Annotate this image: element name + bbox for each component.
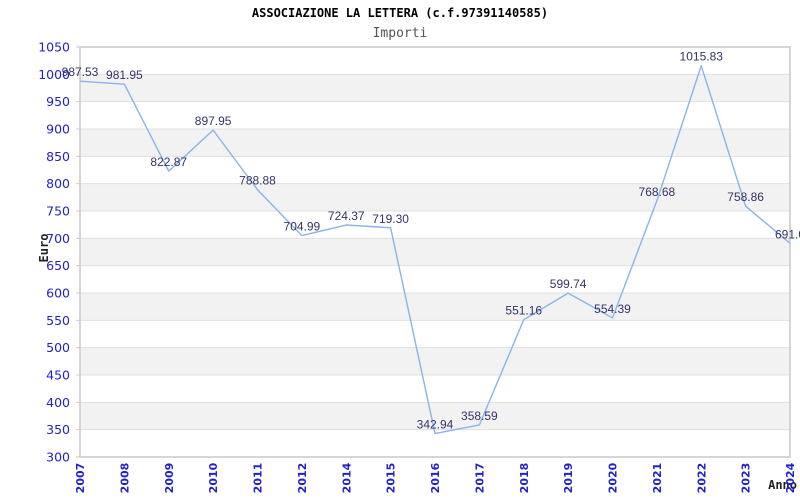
y-tick-label: 700 bbox=[46, 231, 70, 246]
y-tick-label: 750 bbox=[46, 204, 70, 219]
data-point-label: 719.30 bbox=[372, 212, 409, 226]
y-tick-label: 500 bbox=[46, 340, 70, 355]
data-point-label: 897.95 bbox=[195, 114, 232, 128]
x-axis-title: Anno bbox=[768, 478, 797, 492]
series-line bbox=[79, 64, 791, 435]
y-tick-label: 600 bbox=[46, 286, 70, 301]
data-point-label: 981.95 bbox=[106, 68, 143, 82]
x-tick-label: 2019 bbox=[562, 463, 575, 494]
x-tick-label: 2014 bbox=[340, 462, 353, 493]
data-point-label: 704.99 bbox=[284, 220, 321, 234]
plot-band bbox=[80, 347, 790, 375]
x-tick-label: 2017 bbox=[473, 463, 486, 494]
plot-band bbox=[80, 74, 790, 102]
y-tick-label: 350 bbox=[46, 422, 70, 437]
chart-title: ASSOCIAZIONE LA LETTERA (c.f.97391140585… bbox=[251, 6, 549, 20]
y-tick-label: 950 bbox=[46, 94, 70, 109]
y-tick-label: 800 bbox=[46, 176, 70, 191]
data-point-label: 724.37 bbox=[328, 209, 365, 223]
x-tick-label: 2011 bbox=[252, 463, 265, 494]
data-point-label: 788.88 bbox=[239, 174, 276, 188]
x-tick-label: 2023 bbox=[740, 463, 753, 494]
x-tick-label: 2020 bbox=[607, 462, 620, 493]
data-point-label: 758.86 bbox=[727, 190, 764, 204]
y-tick-label: 400 bbox=[46, 395, 70, 410]
x-tick-label: 2010 bbox=[207, 462, 220, 493]
y-tick-label: 1000 bbox=[38, 67, 70, 82]
data-point-label: 1015.83 bbox=[680, 50, 724, 64]
x-tick-label: 2016 bbox=[429, 462, 442, 493]
plot-band bbox=[80, 129, 790, 157]
x-tick-label: 2022 bbox=[695, 463, 708, 494]
plot-band bbox=[80, 293, 790, 321]
plot-band bbox=[80, 238, 790, 266]
x-tick-label: 2018 bbox=[518, 463, 531, 494]
plot-band bbox=[80, 183, 790, 211]
data-point-label: 551.16 bbox=[505, 304, 542, 318]
y-tick-label: 650 bbox=[46, 258, 70, 273]
x-tick-label: 2012 bbox=[296, 463, 309, 494]
x-tick-label: 2009 bbox=[163, 463, 176, 494]
x-tick-label: 2024 bbox=[784, 462, 797, 493]
chart-subtitle: Importi bbox=[372, 26, 428, 41]
data-point-label: 554.39 bbox=[594, 302, 631, 316]
data-point-label: 342.94 bbox=[417, 418, 454, 432]
y-tick-label: 550 bbox=[46, 313, 70, 328]
data-point-label: 358.59 bbox=[461, 409, 498, 423]
y-tick-label: 850 bbox=[46, 149, 70, 164]
data-point-label: 691.0 bbox=[775, 227, 800, 241]
x-tick-label: 2015 bbox=[385, 463, 398, 494]
y-tick-label: 900 bbox=[46, 122, 70, 137]
plot-band bbox=[80, 402, 790, 430]
data-point-label: 822.87 bbox=[150, 155, 187, 169]
x-tick-label: 2008 bbox=[118, 463, 131, 494]
x-tick-label: 2021 bbox=[651, 463, 664, 494]
data-point-label: 599.74 bbox=[550, 277, 587, 291]
data-point-label: 768.68 bbox=[639, 185, 676, 199]
y-tick-label: 450 bbox=[46, 368, 70, 383]
data-point-label: 987.53 bbox=[62, 65, 99, 79]
y-tick-label: 300 bbox=[46, 450, 70, 465]
x-tick-label: 2007 bbox=[74, 463, 87, 494]
y-tick-label: 1050 bbox=[38, 40, 70, 55]
plot-border bbox=[79, 46, 791, 458]
